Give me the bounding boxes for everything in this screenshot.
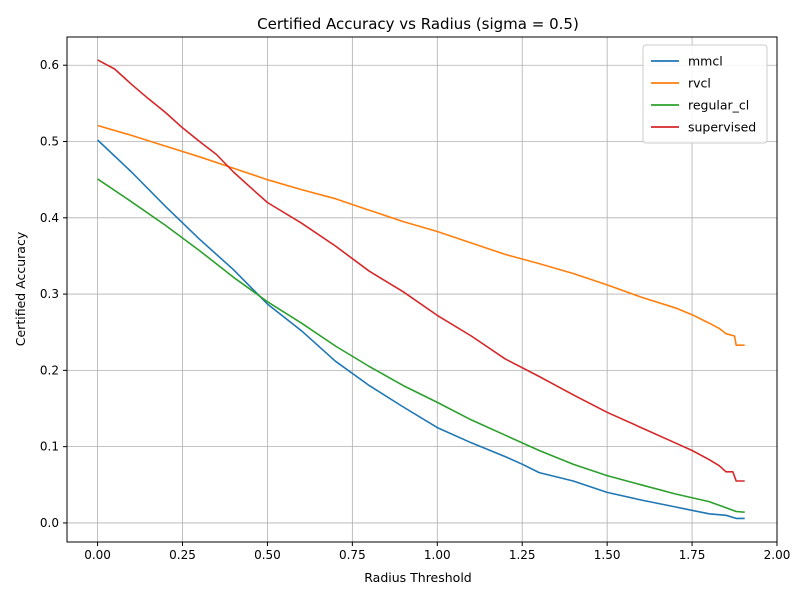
legend-label: supervised [688,120,756,135]
x-axis-label: Radius Threshold [364,570,472,585]
series-line-mmcl [97,139,745,520]
legend-box [642,44,768,144]
x-tick-label: 1.00 [424,548,451,562]
series-line-rvcl [97,124,745,346]
y-tick-label: 0.6 [40,58,59,72]
x-tick-label: 2.00 [764,548,791,562]
y-tick-label: 0.3 [40,287,59,301]
x-tick-label: 0.50 [254,548,281,562]
y-tick-label: 0.4 [40,211,59,225]
series-line-regular-cl [97,178,745,513]
legend-label: mmcl [688,54,723,69]
legend-label: rvcl [688,76,711,91]
y-axis-label: Certified Accuracy [13,231,28,346]
y-tick-label: 0.5 [40,135,59,149]
y-tick-label: 0.0 [40,516,59,530]
legend-label: regular_cl [688,98,749,113]
x-tick-label: 1.75 [679,548,706,562]
y-tick-label: 0.2 [40,363,59,377]
x-tick-label: 1.25 [509,548,536,562]
legend: mmcl rvcl regular_cl supervised [642,44,768,144]
x-tick-label: 0.00 [84,548,111,562]
x-tick-label: 0.25 [169,548,196,562]
grid-lines [67,37,778,542]
x-tick-label: 1.50 [594,548,621,562]
plot-area-frame [66,36,778,543]
axis-ticks: 0.00 0.25 0.50 0.75 1.00 1.25 1.50 1.75 2.00 0.0 0… [40,58,790,562]
y-tick-label: 0.1 [40,440,59,454]
chart-title: Certified Accuracy vs Radius (sigma = 0.… [257,15,579,33]
x-tick-label: 0.75 [339,548,366,562]
series-line-supervised [97,59,745,482]
series-lines [97,59,745,520]
